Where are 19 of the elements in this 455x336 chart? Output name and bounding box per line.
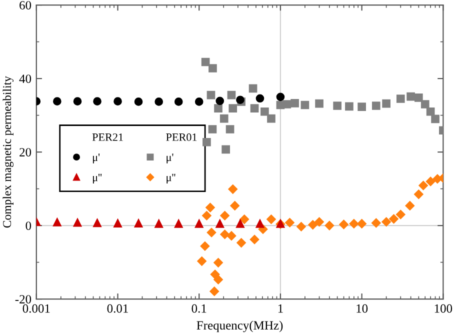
y-tick-label: 0 <box>26 222 32 230</box>
x-tick-label: 10 <box>356 304 368 313</box>
legend-label: μ' <box>92 154 100 164</box>
x-tick-label: 0.001 <box>22 304 50 313</box>
legend-label: μ'' <box>166 174 176 184</box>
y-tick-label: 40 <box>19 74 32 83</box>
legend-label: μ'' <box>92 174 102 184</box>
legend-label: μ' <box>166 154 174 164</box>
y-tick-label: -20 <box>15 295 32 304</box>
x-tick-label: 100 <box>434 304 452 313</box>
annotation: PER01 <box>166 133 197 141</box>
x-tick-label: 0.1 <box>192 304 206 313</box>
x-tick-label: 1 <box>278 304 283 313</box>
annotation: PER21 <box>92 133 123 141</box>
x-axis-title: Frequency(MHz) <box>196 320 283 332</box>
x-tick-label: 0.01 <box>107 304 128 313</box>
y-axis-title: Complex magnetic permeability <box>2 76 14 228</box>
y-tick-label: 20 <box>20 148 32 156</box>
y-tick-label: 60 <box>20 1 32 10</box>
